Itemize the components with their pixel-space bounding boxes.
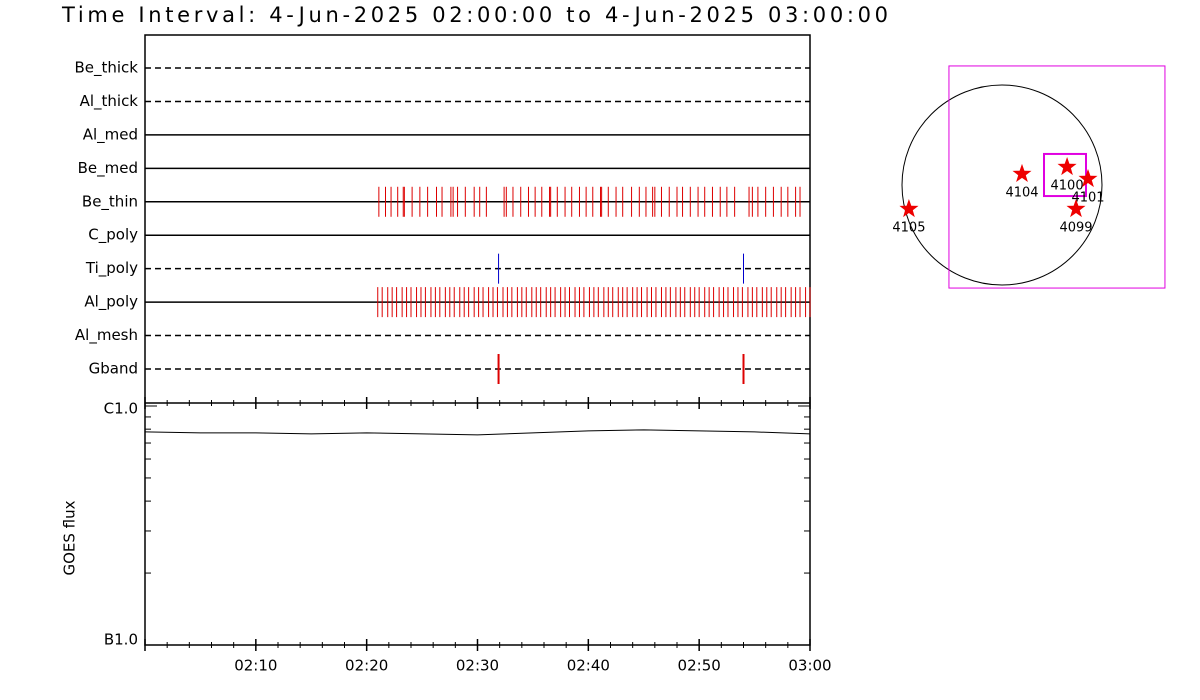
y-tick-label: C1.0 xyxy=(104,400,138,418)
region-star xyxy=(899,199,919,218)
filter-label: Al_thick xyxy=(80,92,139,111)
plot-frame xyxy=(144,34,811,646)
region-label: 4105 xyxy=(892,221,925,236)
x-tick-label: 02:20 xyxy=(345,657,388,675)
y-axis-label: GOES flux xyxy=(61,500,79,575)
region-label: 4099 xyxy=(1059,221,1092,236)
x-tick-label: 03:00 xyxy=(788,657,831,675)
region-star xyxy=(1057,157,1077,176)
filter-label: C_poly xyxy=(88,226,138,245)
region-label: 4104 xyxy=(1005,185,1038,200)
filter-label: Al_poly xyxy=(84,293,138,312)
filter-label: Be_thin xyxy=(82,192,138,211)
filter-label: Gband xyxy=(89,360,138,378)
region-label: 4100 xyxy=(1051,179,1084,194)
x-tick-label: 02:50 xyxy=(678,657,721,675)
region-star xyxy=(1078,169,1098,188)
x-tick-label: 02:40 xyxy=(567,657,610,675)
filter-label: Be_thick xyxy=(74,59,138,78)
field-of-view xyxy=(948,65,1166,289)
filter-label: Ti_poly xyxy=(85,259,138,278)
region-star xyxy=(1066,199,1086,218)
region-star xyxy=(1012,163,1032,182)
region-label: 4101 xyxy=(1071,191,1104,206)
goes-curve xyxy=(144,429,811,436)
x-tick-label: 02:10 xyxy=(234,657,277,675)
filter-label: Al_mesh xyxy=(75,326,138,345)
x-tick-label: 02:30 xyxy=(456,657,499,675)
solar-limb xyxy=(901,84,1103,286)
filter-label: Al_med xyxy=(83,125,138,144)
chart-title: Time Interval: 4-Jun-2025 02:00:00 to 4-… xyxy=(61,3,888,27)
y-tick-label: B1.0 xyxy=(104,631,138,649)
filter-label: Be_med xyxy=(78,159,138,178)
